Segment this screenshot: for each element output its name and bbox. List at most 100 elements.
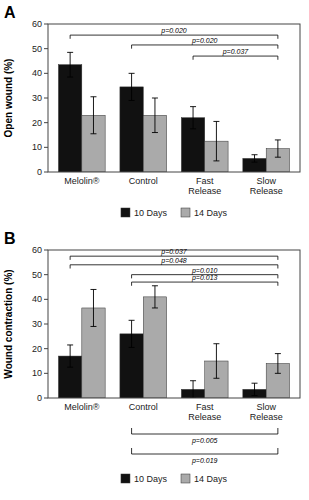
y-tick-label: 40 [32,68,42,78]
error-bar [252,155,258,162]
y-tick-label: 20 [32,344,42,354]
bracket [132,428,278,434]
error-bar [67,345,73,367]
error-bar [275,140,281,157]
plot-frame [48,250,300,398]
y-tick [44,274,48,275]
y-tick [44,73,48,74]
bracket [70,265,278,269]
y-tick [44,250,48,251]
error-bar [213,121,219,160]
y-tick-label: 30 [32,93,42,103]
error-bar [129,73,135,100]
bar [58,65,81,172]
x-tick-label: Control [129,402,158,412]
y-tick-label: 60 [32,19,42,29]
y-tick [44,147,48,148]
x-tick-label-line: Release [250,412,283,422]
x-tick-label: Melolin® [64,402,100,412]
y-tick-label: 10 [32,142,42,152]
error-bar [190,381,196,398]
error-bar [67,52,73,77]
x-tick-label: FastRelease [188,176,221,196]
bars [58,286,289,398]
y-tick [44,172,48,173]
bracket-label: p=0.013 [191,274,218,282]
x-tick-label-line: Fast [196,176,214,186]
y-tick [44,373,48,374]
x-tick-label-line: Release [250,186,283,196]
x-tick-label: SlowRelease [250,402,283,422]
error-bar [129,320,135,347]
x-tick-label-line: Melolin® [64,402,100,412]
legend: 10 Days 14 Days [121,474,228,484]
x-tick-label-line: Release [188,186,221,196]
x-tick-label-line: Melolin® [64,176,100,186]
chart-root: 0 10 20 30 40 50 60 A Open wound (%) Melolin® Cont… [0,0,309,500]
panel: 0 10 20 30 40 50 60 A Open wound (%) Melolin® Cont… [3,4,300,218]
legend-swatch [121,474,130,483]
x-tick-label-line: Control [129,402,158,412]
error-bar [190,107,196,129]
legend: 10 Days 14 Days [121,208,228,218]
error-bar [152,286,158,308]
y-tick-label: 20 [32,118,42,128]
panel-title: B [4,230,16,247]
y-tick [44,398,48,399]
bracket-label: p=0.005 [191,437,218,445]
legend-swatch [121,208,130,217]
y-tick [44,348,48,349]
y-tick-label: 30 [32,319,42,329]
y-tick-label: 50 [32,44,42,54]
y-tick [44,299,48,300]
y-tick-label: 10 [32,368,42,378]
error-bar [90,97,96,134]
bracket-label: p=0.048 [160,257,187,265]
bracket-label: p=0.037 [222,48,250,56]
legend-label: 10 Days [134,208,168,218]
x-tick-label-line: Fast [196,402,214,412]
y-tick [44,98,48,99]
y-tick-label: 40 [32,294,42,304]
x-tick-label-line: Release [188,412,221,422]
bracket-label: p=0.037 [160,248,188,256]
bracket [70,35,278,39]
error-bar [275,354,281,374]
bars [58,52,289,172]
y-tick [44,48,48,49]
y-tick-label: 60 [32,245,42,255]
y-tick-label: 0 [37,393,42,403]
panel: 0 10 20 30 40 50 60 B Wound contraction (%) Melol… [3,230,300,484]
y-axis-label: Open wound (%) [3,59,14,138]
x-tick-label: FastRelease [188,402,221,422]
legend-label: 14 Days [194,208,228,218]
legend-swatch [181,208,190,217]
x-tick-label-line: Slow [256,402,276,412]
bracket-label: p=0.020 [160,27,187,35]
panel-title: A [4,4,16,21]
bracket [132,448,278,454]
bracket [132,45,278,49]
y-axis-label: Wound contraction (%) [3,269,14,378]
legend-swatch [181,474,190,483]
error-bar [252,383,258,395]
error-bar [152,98,158,133]
error-bar [90,289,96,326]
legend-label: 10 Days [134,474,168,484]
y-tick [44,324,48,325]
y-tick-label: 50 [32,270,42,280]
x-tick-label: SlowRelease [250,176,283,196]
plot-frame [48,24,300,172]
bracket [193,56,278,60]
bracket [132,282,278,286]
x-tick-label: Melolin® [64,176,100,186]
bracket-label: p=0.020 [191,37,218,45]
y-tick [44,122,48,123]
x-tick-label-line: Slow [256,176,276,186]
x-tick-label: Control [129,176,158,186]
legend-label: 14 Days [194,474,228,484]
bar [143,297,166,398]
y-tick-label: 0 [37,167,42,177]
y-tick [44,24,48,25]
bracket-label: p=0.019 [191,457,218,465]
